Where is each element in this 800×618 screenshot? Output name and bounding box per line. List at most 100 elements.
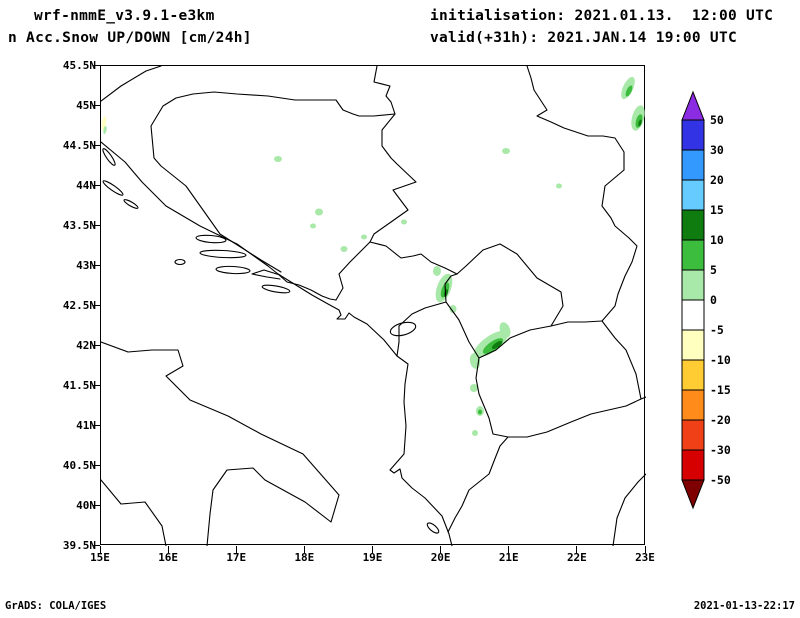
colorbar-segment [681, 209, 705, 241]
lat-tick-mark [93, 464, 100, 466]
lon-tick-label: 16E [158, 551, 179, 564]
lake-skadar [389, 320, 417, 338]
lat-tick-label: 39.5N [62, 539, 96, 552]
lat-tick-label: 44.5N [62, 139, 96, 152]
lat-tick-mark [93, 184, 100, 186]
map-svg [101, 66, 646, 546]
coastline-greece-thermaic [613, 474, 646, 546]
border-albania-greece [448, 437, 508, 532]
lat-tick-mark [93, 504, 100, 506]
border-kosovo-outline [445, 244, 563, 326]
colorbar-segment [681, 269, 705, 301]
coastline-italy-tyrrhenian [101, 480, 166, 546]
lon-tick-mark [440, 546, 442, 553]
colorbar-level-label: 20 [710, 173, 724, 187]
snow-accumulation-patch [340, 246, 348, 252]
lon-tick-mark [167, 546, 169, 553]
snow-accumulation-patch [472, 430, 478, 436]
snow-accumulation-patch [315, 208, 323, 216]
island-vis [175, 260, 185, 265]
colorbar-level-label: -5 [710, 323, 724, 337]
lon-tick-label: 20E [430, 551, 451, 564]
colorbar-arrow-bottom [681, 479, 705, 510]
lon-tick-label: 15E [90, 551, 110, 564]
coastline-adriatic-east [101, 142, 452, 546]
border-croatia-serbia-danube [374, 66, 395, 114]
snow-accumulation-patch [433, 266, 441, 276]
island-mljet [262, 284, 291, 295]
lat-tick-mark [93, 424, 100, 426]
border-bosnia-montenegro [336, 242, 370, 300]
colorbar-level-label: -50 [710, 473, 731, 487]
colorbar-level-label: 0 [710, 293, 717, 307]
colorbar-segment [681, 419, 705, 451]
lat-tick-mark [93, 224, 100, 226]
product-title: n Acc.Snow UP/DOWN [cm/24h] [8, 30, 252, 46]
island-korcula [216, 266, 250, 275]
border-greece-macedonia [508, 399, 641, 437]
snow-accumulation-patch [470, 384, 478, 392]
lat-tick-mark [93, 304, 100, 306]
colorbar-level-label: -10 [710, 353, 731, 367]
colorbar-level-label: -15 [710, 383, 731, 397]
border-macedonia-kosovo-serbia [479, 321, 602, 358]
lat-tick-label: 42N [76, 339, 96, 352]
border-serbia-bulgaria [602, 170, 637, 321]
island-brac [196, 234, 226, 244]
lon-tick-label: 17E [226, 551, 247, 564]
lat-tick-mark [93, 144, 100, 146]
colorbar-segment [681, 299, 705, 331]
snow-accumulation-patch [499, 322, 511, 338]
lat-tick-mark [93, 344, 100, 346]
border-montenegro-serbia [370, 242, 457, 274]
island-hvar [200, 249, 246, 258]
lat-tick-mark [93, 544, 100, 546]
colorbar-segment [681, 389, 705, 421]
lon-tick-label: 23E [635, 551, 655, 564]
snow-accumulation-patch [449, 305, 457, 313]
snow-accumulation-patch [625, 85, 633, 97]
lat-tick-label: 41.5N [62, 379, 96, 392]
snow-accumulation-patch [361, 234, 367, 240]
coastline-italy-adriatic [101, 342, 339, 546]
lat-tick-mark [93, 64, 100, 66]
colorbar-level-label: 50 [710, 113, 724, 127]
border-albania-macedonia [476, 358, 508, 437]
island-kornati [123, 198, 139, 209]
peninsula-peljesac [252, 270, 280, 279]
colorbar-segment [681, 239, 705, 271]
snow-accumulation-patch [310, 223, 316, 229]
island-corfu [426, 521, 441, 535]
colorbar-arrow-top [681, 90, 705, 121]
border-drina-bosnia-serbia [370, 114, 416, 242]
colorbar-segment [681, 359, 705, 391]
init-time-label: initialisation: 2021.01.13. 12:00 UTC [430, 8, 774, 24]
colorbar-segment [681, 329, 705, 361]
lon-tick-mark [99, 546, 101, 553]
lon-tick-mark [303, 546, 305, 553]
snow-patches [101, 76, 645, 436]
lon-tick-mark [235, 546, 237, 553]
map-plot-area [100, 65, 645, 545]
lon-tick-label: 21E [498, 551, 519, 564]
lon-tick-mark [644, 546, 646, 553]
border-croatia-bosnia-north [151, 92, 395, 272]
colorbar-segment [681, 449, 705, 481]
snow-accumulation-patch [274, 156, 282, 162]
lat-tick-label: 40N [76, 499, 96, 512]
colorbar-level-label: 5 [710, 263, 717, 277]
lat-tick-label: 43N [76, 259, 96, 272]
lat-tick-mark [93, 104, 100, 106]
border-greece-bulgaria [641, 397, 646, 399]
colorbar-segment [681, 149, 705, 181]
lat-tick-mark [93, 264, 100, 266]
lon-tick-label: 18E [294, 551, 315, 564]
lat-tick-mark [93, 384, 100, 386]
lat-tick-label: 42.5N [62, 299, 96, 312]
creation-timestamp: 2021-01-13-22:17 [693, 600, 795, 612]
border-macedonia-bulgaria [602, 321, 641, 399]
grads-credit: GrADS: COLA/IGES [5, 600, 107, 612]
colorbar-segment [681, 179, 705, 211]
border-serbia-romania [527, 66, 624, 170]
